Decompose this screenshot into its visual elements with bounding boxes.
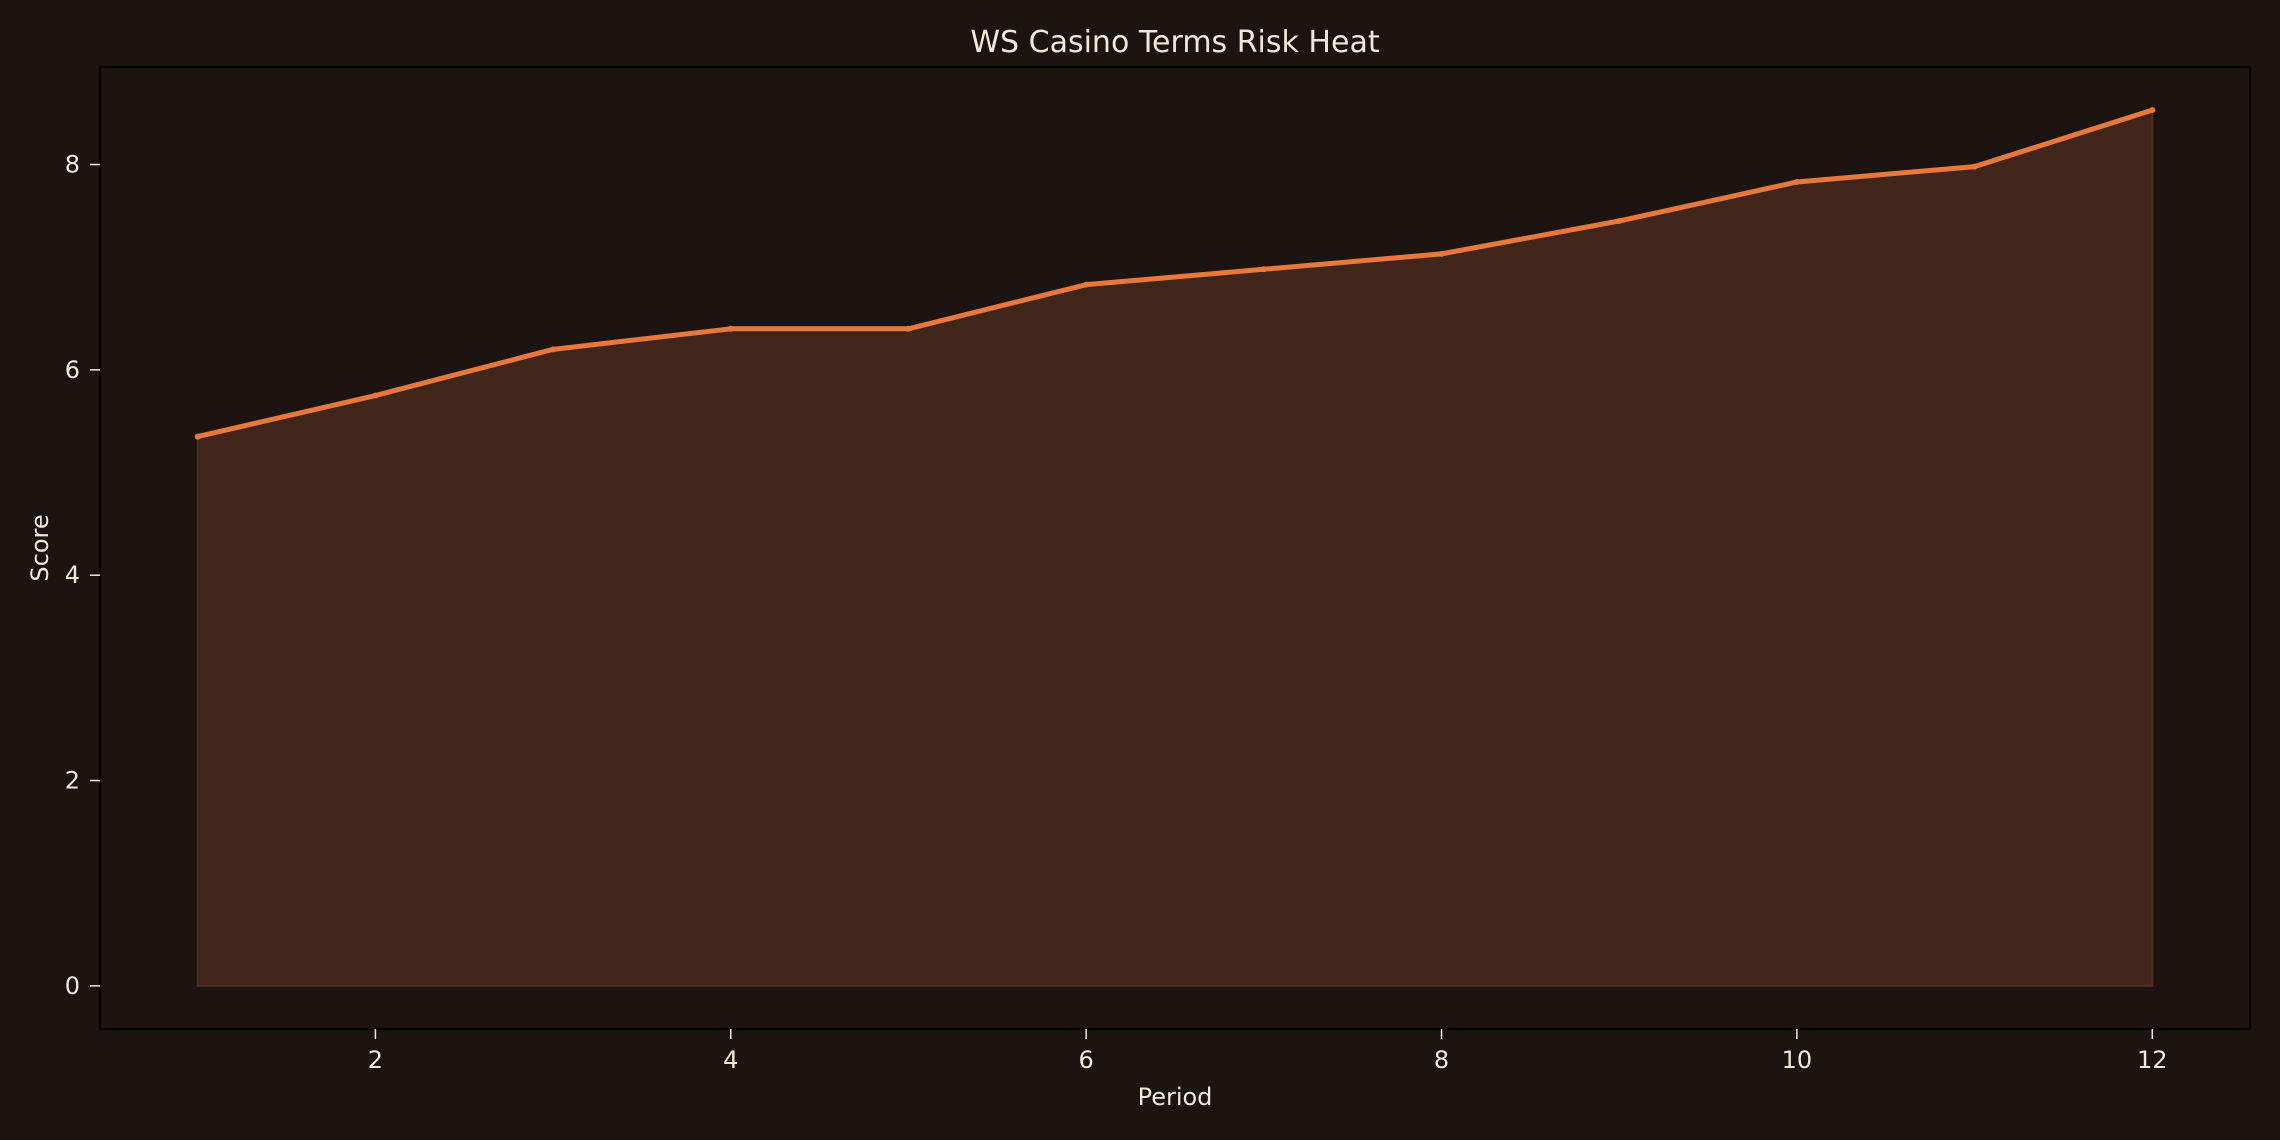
- area-fill: [196, 108, 2154, 987]
- data-point-1: [194, 433, 201, 440]
- data-point-7: [1260, 266, 1267, 273]
- y-axis-ticks: 0 2 4 6 8: [65, 151, 100, 1000]
- y-tick-label: 6: [65, 356, 80, 384]
- x-tick-label: 10: [1782, 1046, 1813, 1074]
- data-point-2: [372, 392, 379, 399]
- data-point-4: [727, 325, 734, 332]
- y-tick-label: 4: [65, 561, 80, 589]
- y-axis-label: Score: [26, 514, 54, 581]
- data-points: [194, 107, 2156, 440]
- x-tick-label: 6: [1079, 1046, 1094, 1074]
- chart-title: WS Casino Terms Risk Heat: [970, 25, 1379, 60]
- y-tick-label: 0: [65, 972, 80, 1000]
- data-point-9: [1616, 218, 1623, 225]
- x-axis-label: Period: [1138, 1083, 1213, 1111]
- y-tick-label: 2: [65, 767, 80, 795]
- data-point-10: [1793, 178, 1800, 185]
- series-line: [197, 107, 2154, 440]
- data-point-3: [550, 346, 557, 353]
- x-tick-label: 4: [723, 1046, 738, 1074]
- x-tick-label: 12: [2137, 1046, 2168, 1074]
- data-point-5: [905, 325, 912, 332]
- x-axis-ticks: 2 4 6 8 10 12: [368, 1029, 2168, 1074]
- data-point-11: [1971, 163, 1978, 170]
- y-tick-label: 8: [65, 151, 80, 179]
- data-point-12: [2149, 107, 2156, 114]
- data-point-6: [1083, 281, 1090, 288]
- x-tick-label: 2: [368, 1046, 383, 1074]
- plot-area-frame: [99, 66, 2251, 1030]
- x-tick-label: 8: [1434, 1046, 1449, 1074]
- data-point-8: [1438, 250, 1445, 257]
